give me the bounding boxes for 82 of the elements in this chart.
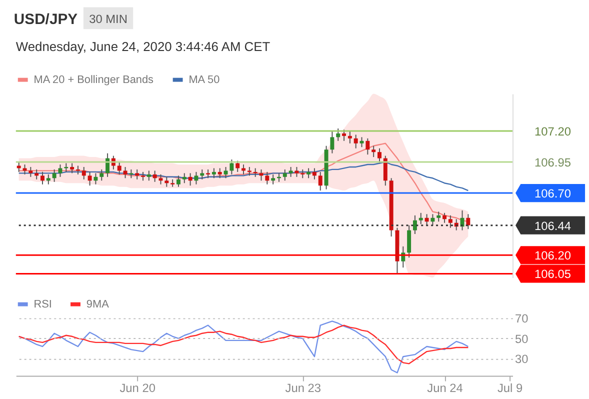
candlestick (412, 214, 417, 235)
candlestick (117, 162, 122, 175)
candlestick (34, 168, 39, 180)
candlestick (378, 148, 382, 164)
candlestick (94, 172, 98, 185)
candlestick (418, 212, 423, 225)
candlestick (430, 214, 435, 226)
candlestick (58, 164, 62, 178)
candlestick (366, 138, 370, 156)
candlestick (306, 168, 311, 179)
x-tick-label: Jun 23 (285, 381, 322, 396)
candlestick (176, 175, 180, 188)
candlestick (466, 214, 470, 230)
candlestick (288, 166, 293, 178)
candlestick (330, 130, 334, 154)
candlestick (218, 168, 222, 179)
candlestick (152, 170, 157, 182)
x-tick-label: Jun 20 (120, 381, 156, 396)
legend-label: MA 50 (188, 74, 220, 86)
candlestick (436, 211, 441, 222)
x-tick-label: Jun 24 (427, 381, 464, 396)
candlestick (318, 171, 322, 192)
candlestick (182, 172, 186, 184)
candlestick (100, 168, 104, 182)
candlestick (200, 168, 204, 180)
candlestick (230, 159, 234, 175)
y-tick-label: 106.20 (534, 248, 572, 263)
candlestick (336, 128, 340, 142)
y-tick-label: 70 (515, 312, 529, 326)
candlestick (194, 171, 198, 185)
candlestick (22, 164, 27, 175)
candlestick (52, 168, 56, 182)
candlestick (236, 160, 240, 172)
candlestick (407, 224, 412, 258)
candlestick (383, 155, 388, 186)
legend-label: MA 20 + Bollinger Bands (34, 74, 154, 86)
candlestick (82, 166, 86, 180)
candlestick (46, 174, 50, 185)
candlestick (146, 170, 151, 182)
candlestick (294, 166, 299, 178)
candlestick (460, 210, 464, 231)
y-tick-label: 50 (515, 332, 529, 346)
candlestick (135, 168, 140, 180)
candlestick (442, 212, 447, 224)
text: 30 MIN (89, 12, 128, 26)
candlestick (360, 136, 364, 148)
candlestick (448, 214, 452, 228)
y-tick-label: 106.70 (534, 186, 572, 201)
candlestick (88, 171, 92, 186)
x-tick-label: Jul 9 (497, 381, 524, 396)
chart-subtitle: Wednesday, June 24, 2020 3:44:46 AM CET (16, 39, 270, 54)
candlestick (354, 134, 358, 149)
candlestick (259, 168, 264, 182)
candlestick (158, 174, 163, 185)
candlestick (282, 168, 287, 182)
line-series (18, 324, 469, 364)
chart-title: USD/JPY (14, 12, 78, 28)
y-tick-label: 30 (515, 352, 529, 366)
candlestick (265, 171, 270, 185)
candlestick (424, 214, 429, 226)
candlestick (312, 168, 316, 180)
y-tick-label: 106.44 (534, 218, 572, 233)
candlestick (123, 166, 128, 179)
legend-label: 9MA (86, 298, 110, 310)
y-tick-label: 107.20 (534, 124, 572, 138)
candlestick (28, 166, 33, 178)
candlestick (372, 145, 376, 158)
candlestick (271, 174, 276, 185)
legend-label: RSI (34, 298, 52, 310)
candlestick (16, 162, 21, 172)
candlestick (70, 162, 74, 174)
candlestick (188, 172, 192, 186)
candlestick (40, 171, 44, 185)
candlestick (106, 152, 110, 178)
candlestick (242, 164, 246, 175)
y-tick-label: 106.95 (534, 155, 572, 170)
candlestick (342, 129, 346, 142)
candlestick (164, 176, 169, 188)
candlestick (348, 130, 352, 144)
y-tick-label: 106.05 (534, 267, 572, 282)
candlestick (212, 168, 216, 179)
candlestick (224, 166, 228, 179)
